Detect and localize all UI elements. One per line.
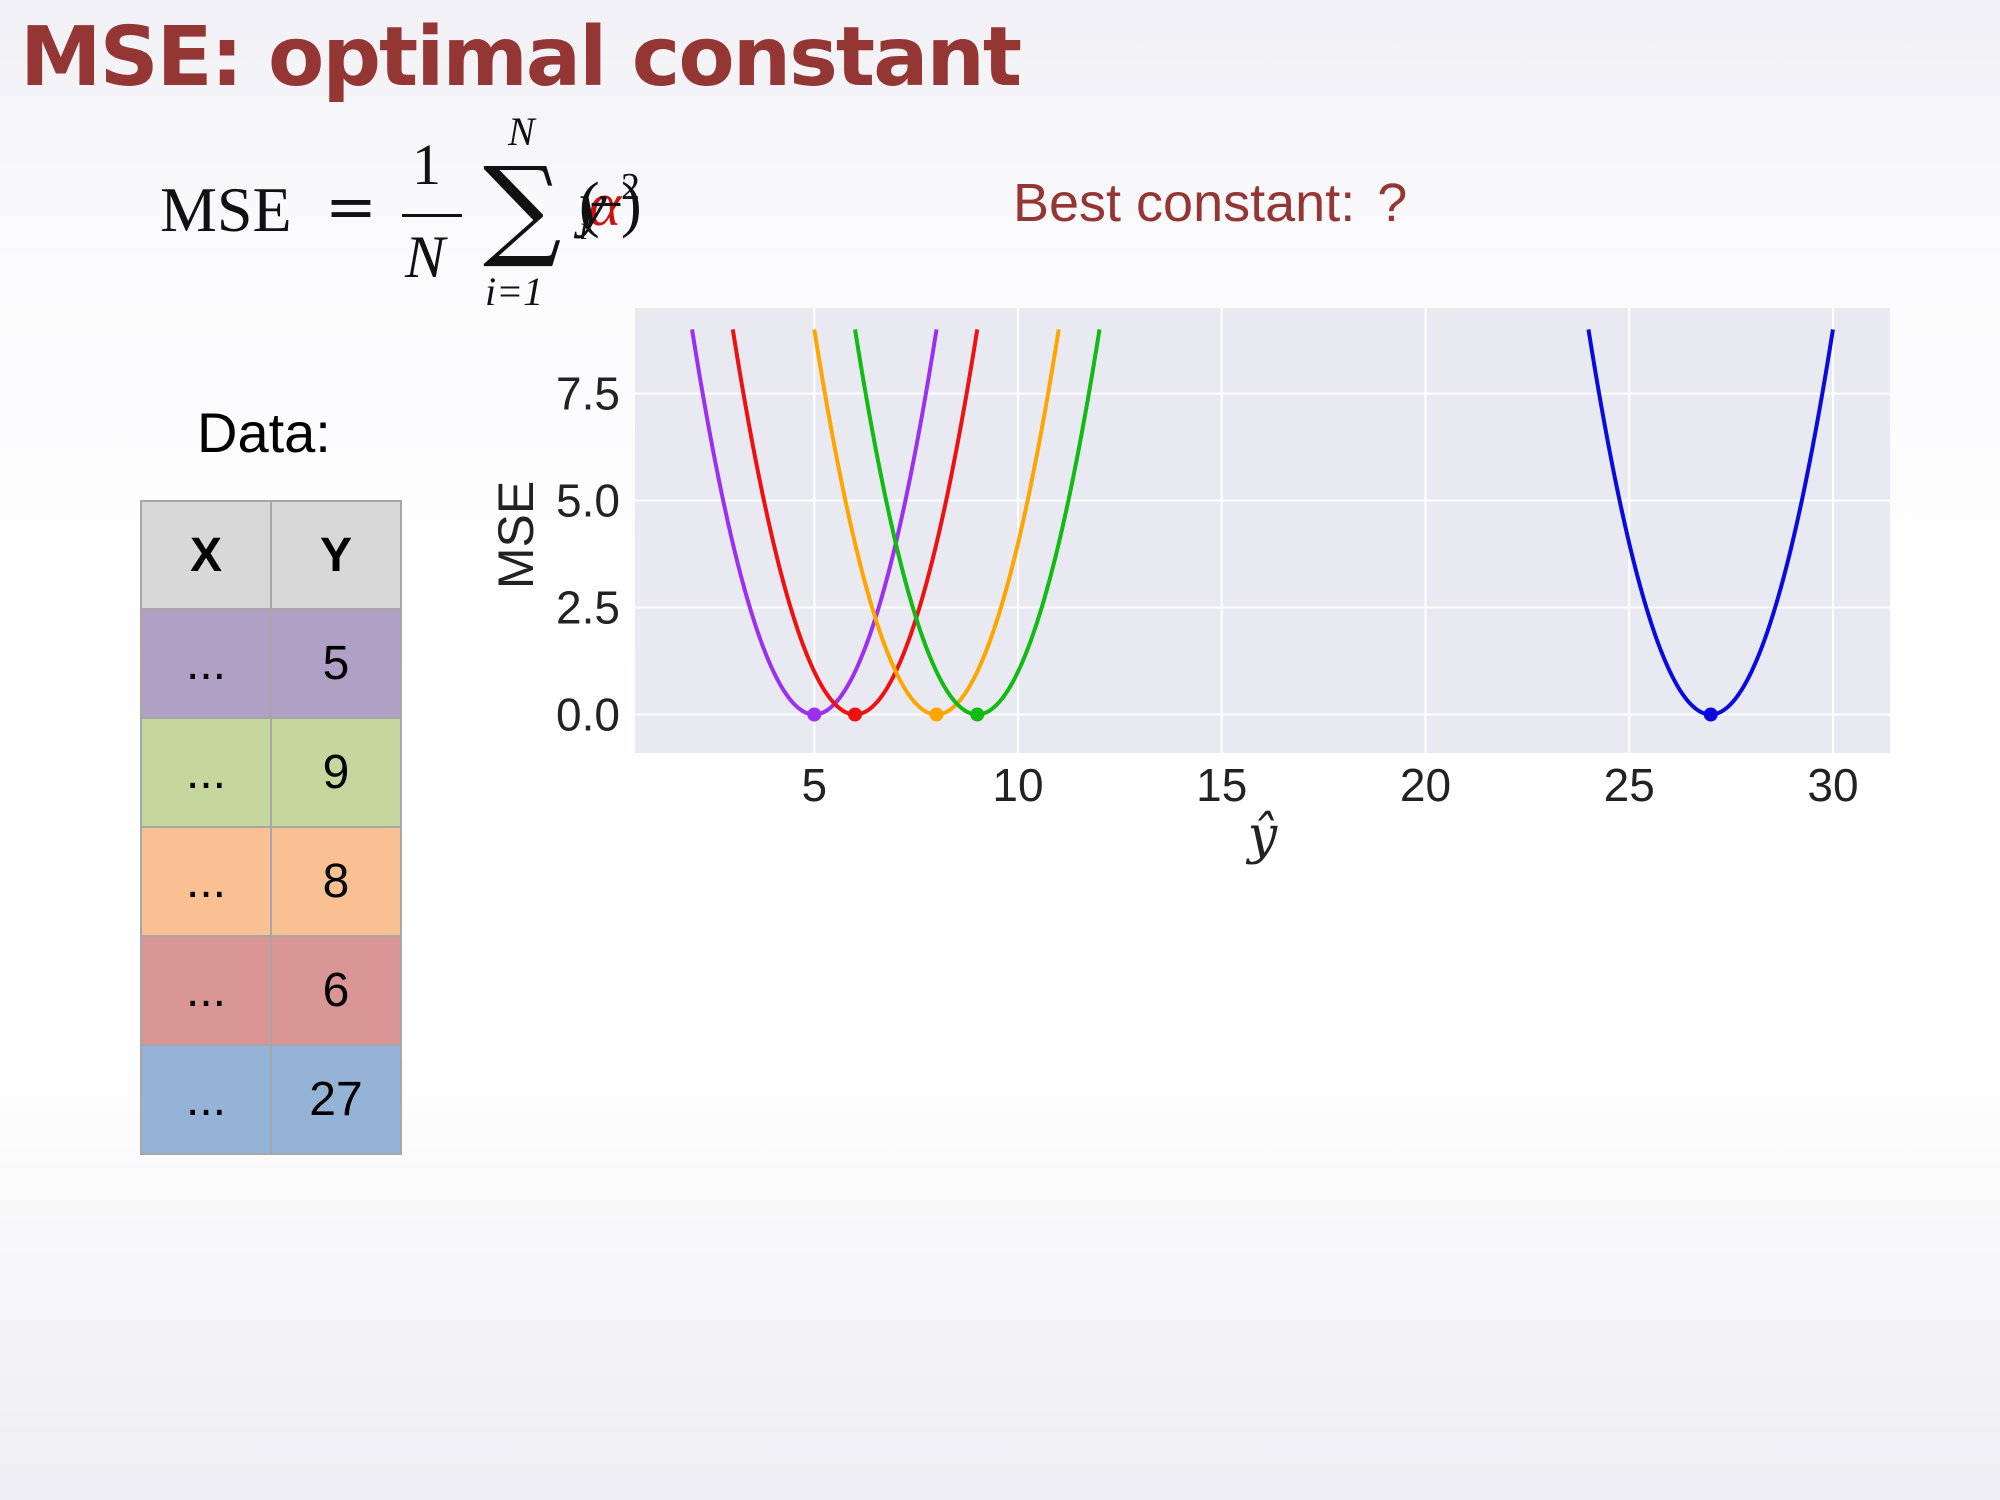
formula-exponent: 2: [621, 166, 640, 208]
table-row: ... 27: [140, 1044, 402, 1155]
plot-background: [635, 308, 1890, 753]
best-constant-label: Best constant:: [1013, 173, 1356, 233]
cell-x: ...: [140, 935, 272, 1046]
sum-upper-limit: N: [508, 109, 535, 154]
x-tick-label: 30: [1807, 759, 1858, 811]
column-header-y: Y: [270, 500, 402, 610]
table-row: ... 9: [140, 717, 402, 828]
cell-y: 6: [270, 935, 402, 1046]
cell-y: 5: [270, 608, 402, 719]
minimum-point-4: [1703, 707, 1718, 722]
data-label: Data:: [197, 401, 331, 464]
mse-chart: 5 10 15 20 25 30 0.0 2.5 5.0 7.5 ŷ MSE: [488, 308, 1890, 866]
formula-lhs: MSE: [160, 174, 292, 245]
table-row: ... 6: [140, 935, 402, 1046]
close-paren: ): [621, 171, 642, 239]
table-header-row: X Y: [140, 500, 402, 610]
x-tick-label: 20: [1400, 759, 1451, 811]
sum-symbol: ∑: [483, 143, 562, 271]
cell-y: 27: [270, 1044, 402, 1155]
data-table: X Y ... 5 ... 9 ... 8 ... 6 ... 27: [140, 500, 402, 1155]
slide-title: MSE: optimal constant: [20, 10, 1022, 105]
y-tick-label: 7.5: [556, 368, 620, 420]
minimum-point-2: [929, 707, 944, 722]
y-axis-label: MSE: [488, 481, 544, 589]
minimum-point-1: [848, 707, 863, 722]
x-tick-label: 25: [1604, 759, 1655, 811]
column-header-x: X: [140, 500, 272, 610]
cell-x: ...: [140, 608, 272, 719]
minimum-point-0: [807, 707, 822, 722]
open-paren: (: [579, 171, 600, 239]
x-tick-label: 5: [801, 759, 827, 811]
mse-formula: MSE = 1 N N ∑ i=1 (y i − α) 2: [155, 112, 855, 317]
fraction-bar: [402, 214, 462, 217]
x-tick-label: 15: [1196, 759, 1247, 811]
x-tick-label: 10: [992, 759, 1043, 811]
best-constant-value: ?: [1377, 173, 1408, 233]
cell-x: ...: [140, 826, 272, 937]
table-row: ... 5: [140, 608, 402, 719]
cell-x: ...: [140, 1044, 272, 1155]
table-row: ... 8: [140, 826, 402, 937]
formula-numerator: 1: [412, 132, 441, 197]
x-axis-label: ŷ: [1246, 806, 1278, 866]
formula-alpha: α: [588, 171, 621, 239]
cell-x: ...: [140, 717, 272, 828]
sum-lower-limit: i=1: [485, 269, 544, 314]
minimum-point-3: [970, 707, 985, 722]
formula-denominator: N: [405, 224, 446, 290]
y-tick-label: 5.0: [556, 475, 620, 527]
formula-subscript: i: [579, 210, 589, 247]
formula-minus: −: [588, 171, 624, 239]
cell-y: 8: [270, 826, 402, 937]
y-tick-label: 0.0: [556, 688, 620, 740]
formula-equals: =: [325, 170, 377, 243]
y-tick-label: 2.5: [556, 582, 620, 634]
formula-variable: y: [579, 171, 607, 239]
formula-term: (y i − α) 2: [579, 168, 642, 246]
best-constant: Best constant:?: [1013, 172, 1407, 234]
cell-y: 9: [270, 717, 402, 828]
